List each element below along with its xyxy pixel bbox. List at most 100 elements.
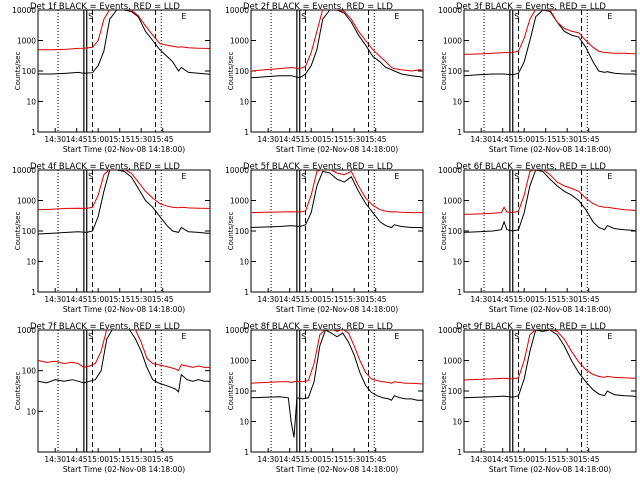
x-tick-label: 15:45 [152, 455, 174, 464]
panel-title: Det 6f BLACK = Events, RED = LLD [456, 162, 606, 172]
y-tick-label: 100 [235, 387, 250, 396]
x-tick-label: 15:00 [513, 135, 535, 144]
x-tick-label: 15:30 [343, 455, 365, 464]
y-tick-label: 1000 [17, 37, 36, 46]
annotation-start: S [88, 172, 93, 181]
y-tick-label: 1 [457, 128, 462, 137]
x-tick-label: 14:45 [492, 295, 514, 304]
series-lld-line [38, 10, 210, 51]
x-tick-label: 15:00 [300, 295, 322, 304]
x-tick-label: 15:15 [535, 295, 557, 304]
x-tick-label: 14:45 [66, 135, 88, 144]
y-axis-label: Counts/sec [14, 372, 22, 411]
x-tick-label: 14:30 [44, 135, 66, 144]
series-events-line [251, 10, 423, 79]
y-tick-label: 10 [452, 98, 462, 107]
annotation-end: E [394, 332, 399, 341]
x-axis-label: Start Time (02-Nov-08 14:18:00) [63, 305, 185, 314]
x-tick-label: 15:15 [109, 455, 131, 464]
x-tick-label: 15:30 [130, 135, 152, 144]
y-tick-label: 10000 [225, 166, 249, 175]
panel-title: Det 2f BLACK = Events, RED = LLD [243, 2, 393, 12]
panel-title: Det 1f BLACK = Events, RED = LLD [30, 2, 180, 12]
plot-frame [250, 9, 424, 133]
y-axis-label: Counts/sec [440, 372, 448, 411]
y-tick-label: 10000 [12, 6, 36, 15]
y-tick-label: 100 [448, 227, 463, 236]
x-tick-label: 15:15 [322, 295, 344, 304]
y-tick-label: 1000 [443, 197, 462, 206]
y-tick-label: 10000 [225, 326, 249, 335]
annotation-start: S [514, 12, 519, 21]
x-tick-label: 15:00 [87, 135, 109, 144]
x-tick-label: 15:30 [130, 295, 152, 304]
y-tick-label: 1 [244, 128, 249, 137]
plot-frame [37, 329, 211, 453]
annotation-end: E [394, 172, 399, 181]
y-tick-label: 100 [448, 387, 463, 396]
annotation-start: S [301, 12, 306, 21]
x-tick-label: 15:15 [322, 455, 344, 464]
panel-title: Det 7f BLACK = Events, RED = LLD [30, 322, 180, 332]
y-tick-label: 10 [452, 418, 462, 427]
y-tick-label: 10 [452, 258, 462, 267]
annotation-start: S [88, 12, 93, 21]
y-tick-label: 100 [22, 367, 37, 376]
y-tick-label: 10 [26, 98, 36, 107]
panel-det-1f: Det 1f BLACK = Events, RED = LLD 1 10 100 10… [12, 2, 211, 154]
x-tick-label: 14:45 [279, 295, 301, 304]
x-tick-label: 15:15 [322, 135, 344, 144]
x-tick-label: 15:45 [578, 135, 600, 144]
x-tick-label: 14:30 [44, 295, 66, 304]
y-tick-label: 100 [22, 67, 37, 76]
series-lld-line [464, 170, 636, 215]
y-tick-label: 10000 [438, 166, 462, 175]
x-tick-label: 15:45 [578, 455, 600, 464]
annotation-start: S [301, 332, 306, 341]
x-axis-label: Start Time (02-Nov-08 14:18:00) [276, 305, 398, 314]
annotation-start: S [88, 332, 93, 341]
series-events-line [38, 330, 210, 393]
y-tick-label: 1000 [230, 197, 249, 206]
x-tick-label: 14:45 [66, 295, 88, 304]
plot-frame [250, 169, 424, 293]
y-axis-label: Counts/sec [14, 212, 22, 251]
x-axis-label: Start Time (02-Nov-08 14:18:00) [276, 145, 398, 154]
y-tick-label: 10 [239, 98, 249, 107]
panel-det-9f: Det 9f BLACK = Events, RED = LLD 1 10 100 10… [438, 322, 637, 474]
x-tick-label: 15:00 [513, 295, 535, 304]
plot-frame [37, 169, 211, 293]
panel-title: Det 8f BLACK = Events, RED = LLD [243, 322, 393, 332]
plot-frame [463, 9, 637, 133]
x-tick-label: 15:30 [556, 295, 578, 304]
panel-det-6f: Det 6f BLACK = Events, RED = LLD 1 10 100 10… [438, 162, 637, 314]
annotation-end: E [181, 332, 186, 341]
plot-frame [37, 9, 211, 133]
series-lld-line [38, 330, 210, 372]
y-tick-label: 100 [235, 67, 250, 76]
y-tick-label: 1000 [443, 357, 462, 366]
x-tick-label: 14:30 [470, 295, 492, 304]
x-tick-label: 14:30 [470, 135, 492, 144]
x-tick-label: 15:30 [556, 135, 578, 144]
annotation-start: S [514, 172, 519, 181]
x-tick-label: 14:45 [279, 455, 301, 464]
x-tick-label: 15:00 [87, 295, 109, 304]
series-events-line [464, 170, 636, 233]
x-tick-label: 15:45 [365, 295, 387, 304]
panel-title: Det 4f BLACK = Events, RED = LLD [30, 162, 180, 172]
x-tick-label: 15:15 [535, 455, 557, 464]
annotation-start: S [514, 332, 519, 341]
x-tick-label: 15:00 [300, 135, 322, 144]
series-events-line [38, 170, 210, 235]
y-tick-label: 100 [448, 67, 463, 76]
y-tick-label: 1 [457, 288, 462, 297]
x-tick-label: 14:30 [257, 135, 279, 144]
series-events-line [251, 170, 423, 229]
y-axis-label: Counts/sec [227, 212, 235, 251]
x-tick-label: 15:15 [109, 135, 131, 144]
y-tick-label: 10 [239, 418, 249, 427]
y-tick-label: 10 [26, 407, 36, 416]
x-tick-label: 15:45 [152, 295, 174, 304]
annotation-end: E [394, 12, 399, 21]
